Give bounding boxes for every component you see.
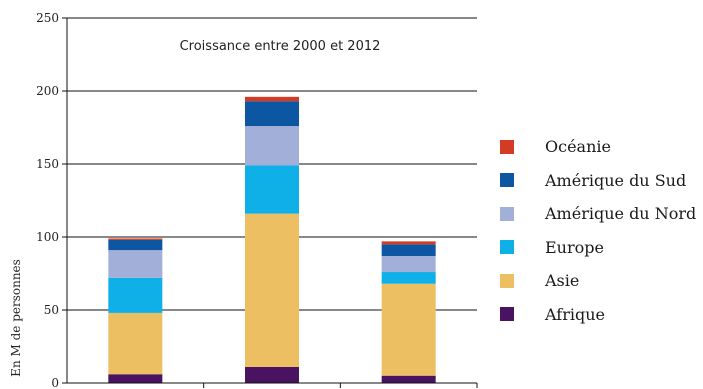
y-tick-label: 150	[36, 157, 59, 171]
chart-annotation: Croissance entre 2000 et 2012	[180, 39, 381, 54]
y-axis-label: En M de personnes	[9, 259, 23, 377]
bar-segment-afrique	[245, 366, 299, 383]
bar-segment-afrique	[108, 374, 163, 383]
legend-label: Océanie	[545, 137, 611, 157]
bar-segment-asie	[381, 283, 436, 376]
legend-item: Océanie	[500, 130, 700, 164]
bar-segment-am-rique-du-nord	[381, 255, 436, 273]
bar-segment-oc-anie	[245, 96, 299, 102]
legend-label: Europe	[545, 237, 604, 257]
y-tick-label: 100	[36, 230, 59, 244]
legend-item: Amérique du Nord	[500, 197, 700, 231]
legend-item: Asie	[500, 264, 700, 298]
bar-segment-europe	[108, 277, 163, 313]
bar-segment-am-rique-du-sud	[245, 101, 299, 127]
y-tick-label: 250	[36, 11, 59, 25]
bar-segment-europe	[245, 165, 299, 214]
legend-swatch	[500, 173, 514, 188]
legend-swatch	[500, 273, 514, 288]
bars	[108, 96, 436, 383]
legend: Océanie Amérique du Sud Amérique du Nord Eu…	[500, 130, 700, 331]
y-tick-label: 0	[51, 376, 59, 389]
legend-label: Afrique	[545, 304, 605, 324]
legend-label: Amérique du Nord	[545, 204, 697, 224]
bar-segment-oc-anie	[381, 241, 436, 245]
y-tick-label: 200	[36, 84, 59, 98]
bar-segment-am-rique-du-sud	[381, 244, 436, 256]
y-tick-label: 50	[44, 303, 59, 317]
bar-segment-afrique	[381, 375, 436, 383]
legend-swatch	[500, 206, 514, 221]
bar-segment-am-rique-du-nord	[245, 126, 299, 166]
axes: 0 50 100 150 200 250	[36, 11, 478, 389]
bar-segment-am-rique-du-sud	[108, 239, 163, 251]
bar-segment-asie	[108, 312, 163, 375]
legend-item: Europe	[500, 231, 700, 265]
bar-segment-europe	[381, 272, 436, 284]
legend-swatch	[500, 307, 514, 322]
legend-label: Amérique du Sud	[545, 170, 687, 190]
legend-swatch	[500, 240, 514, 255]
legend-swatch	[500, 139, 514, 154]
bar-segment-oc-anie	[108, 238, 163, 240]
bar-segment-am-rique-du-nord	[108, 250, 163, 278]
legend-label: Asie	[545, 271, 580, 291]
legend-item: Amérique du Sud	[500, 164, 700, 198]
bar-segment-asie	[245, 213, 299, 367]
legend-item: Afrique	[500, 298, 700, 332]
